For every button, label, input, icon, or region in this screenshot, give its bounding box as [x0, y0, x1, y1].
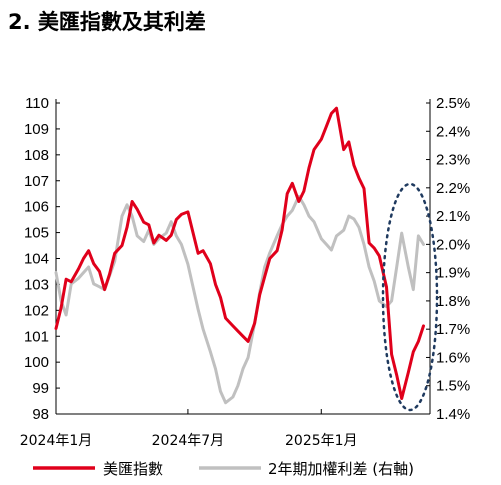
- right-axis-ticks: 1.4% 1.5% 1.6% 1.7% 1.8% 1.9% 2.0% 2.1% 2.2% 2.3%…: [426, 95, 470, 423]
- right-tick-label: 2.1%: [436, 208, 470, 225]
- right-tick-label: 1.5%: [436, 378, 470, 395]
- left-tick-label: 104: [24, 251, 49, 268]
- right-tick-label: 1.7%: [436, 321, 470, 338]
- legend: 美匯指數 2年期加權利差 (右軸): [33, 460, 414, 478]
- right-tick-label: 1.4%: [436, 406, 470, 423]
- x-axis-ticks: 2024年1月 2024年7月 2025年1月: [20, 409, 358, 449]
- right-tick-label: 1.8%: [436, 293, 470, 310]
- left-tick-label: 101: [24, 328, 49, 345]
- series-layer: [54, 106, 425, 405]
- left-tick-label: 105: [24, 225, 49, 242]
- left-tick-label: 107: [24, 173, 49, 190]
- annotation-ellipse: [381, 182, 439, 412]
- axes: [55, 99, 431, 415]
- right-tick-label: 2.5%: [436, 95, 470, 112]
- annotation-layer: [381, 182, 439, 412]
- left-tick-label: 98: [32, 406, 49, 423]
- left-tick-label: 103: [24, 276, 49, 293]
- left-tick-label: 102: [24, 302, 49, 319]
- x-tick-label: 2024年7月: [152, 433, 225, 449]
- left-tick-label: 100: [24, 354, 49, 371]
- right-tick-label: 2.4%: [436, 123, 470, 140]
- right-tick-label: 2.2%: [436, 180, 470, 197]
- left-tick-label: 106: [24, 199, 49, 216]
- right-tick-label: 2.3%: [436, 152, 470, 169]
- x-tick-label: 2024年1月: [20, 433, 93, 449]
- right-tick-label: 1.9%: [436, 265, 470, 282]
- series-line-dxy: [54, 106, 425, 400]
- left-tick-label: 110: [25, 95, 49, 112]
- x-tick-label: 2025年1月: [285, 433, 358, 449]
- legend-label-spread: 2年期加權利差 (右軸): [268, 460, 414, 478]
- right-tick-label: 2.0%: [436, 236, 470, 253]
- left-tick-label: 99: [32, 380, 49, 397]
- left-tick-label: 109: [24, 121, 49, 138]
- right-tick-label: 1.6%: [436, 349, 470, 366]
- left-axis-ticks: 98 99 100 101 102 103 104 105 106 107 108 109 110: [24, 95, 60, 423]
- left-tick-label: 108: [24, 147, 49, 164]
- legend-label-dxy: 美匯指數: [103, 460, 163, 478]
- chart-title: 2. 美匯指數及其利差: [8, 10, 206, 34]
